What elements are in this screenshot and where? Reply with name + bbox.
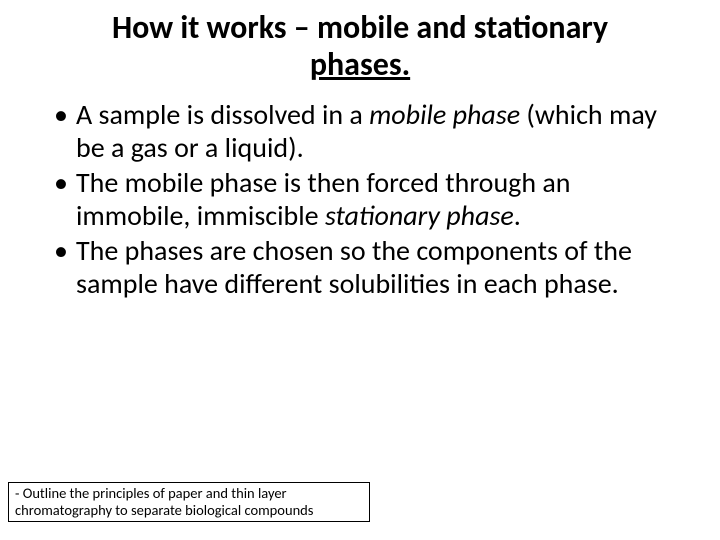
- slide-container: How it works – mobile and stationary pha…: [0, 0, 720, 540]
- bullet-list: A sample is dissolved in a mobile phase …: [36, 98, 684, 300]
- slide-title: How it works – mobile and stationary pha…: [36, 10, 684, 84]
- bullet-text: A sample is dissolved in a: [76, 97, 369, 132]
- list-item: The phases are chosen so the components …: [60, 234, 684, 300]
- title-line1: How it works – mobile and stationary: [112, 8, 608, 47]
- bullet-italic: mobile phase: [369, 97, 520, 132]
- footnote-text: - Outline the principles of paper and th…: [15, 485, 363, 519]
- bullet-text: The phases are chosen so the components …: [76, 233, 632, 301]
- bullet-text: .: [514, 198, 521, 233]
- footnote-box: - Outline the principles of paper and th…: [8, 482, 370, 522]
- list-item: A sample is dissolved in a mobile phase …: [60, 98, 684, 164]
- list-item: The mobile phase is then forced through …: [60, 166, 684, 232]
- title-line2: phases.: [310, 45, 410, 84]
- bullet-italic: stationary phase: [325, 198, 514, 233]
